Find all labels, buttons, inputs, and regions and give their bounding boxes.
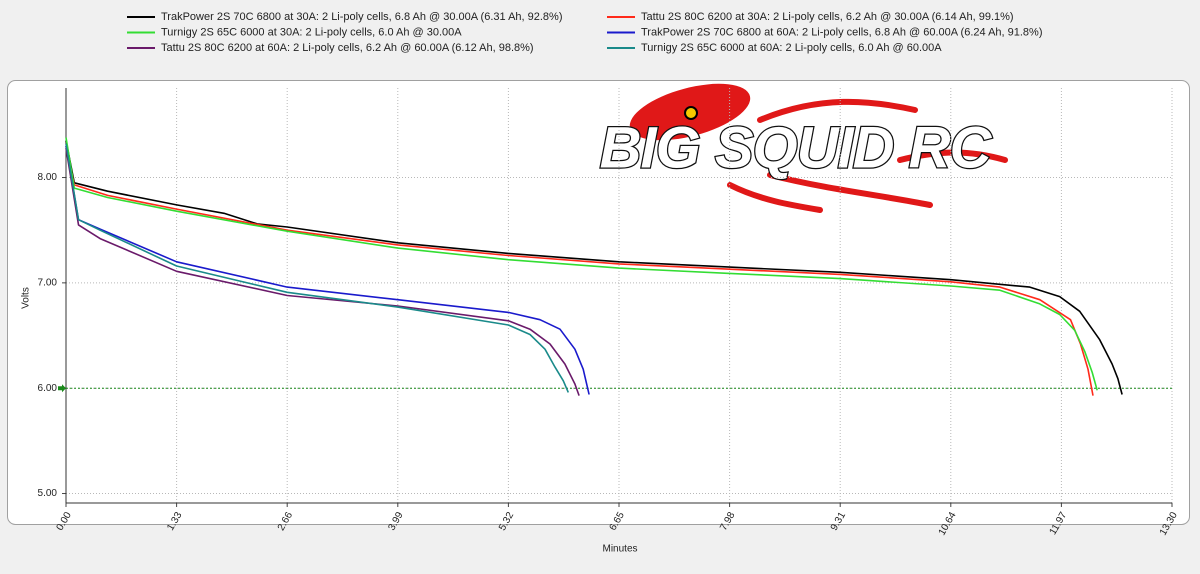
series-line [65,137,1098,391]
y-tick-label: 7.00 [38,278,58,289]
series-line [65,140,1123,395]
plot-panel [7,80,1190,525]
logo-eye [684,106,698,120]
legend-label: Turnigy 2S 65C 6000 at 60A: 2 Li-poly ce… [641,42,942,54]
series-line [65,147,580,396]
legend-label: TrakPower 2S 70C 6800 at 30A: 2 Li-poly … [161,11,563,23]
reference-arrow [58,384,66,393]
legend-label: Tattu 2S 80C 6200 at 60A: 2 Li-poly cell… [161,42,534,54]
x-axis-label: Minutes [602,544,637,555]
watermark-logo: BIG SQUID RC [598,83,1008,213]
y-tick-label: 5.00 [38,488,58,499]
series-line [65,145,590,395]
legend-label: Turnigy 2S 65C 6000 at 30A: 2 Li-poly ce… [161,26,462,38]
legend-label: Tattu 2S 80C 6200 at 30A: 2 Li-poly cell… [641,11,1014,23]
legend-label: TrakPower 2S 70C 6800 at 60A: 2 Li-poly … [641,26,1043,38]
y-tick-label: 6.00 [38,383,58,394]
legend: TrakPower 2S 70C 6800 at 30A: 2 Li-poly … [127,11,1043,54]
watermark-text: BIG SQUID RC [600,115,993,180]
logo-tentacles [727,98,1008,213]
y-axis-label: Volts [21,287,32,309]
y-tick-label: 8.00 [38,172,58,183]
series-line [65,143,570,393]
series-line [65,145,1094,396]
